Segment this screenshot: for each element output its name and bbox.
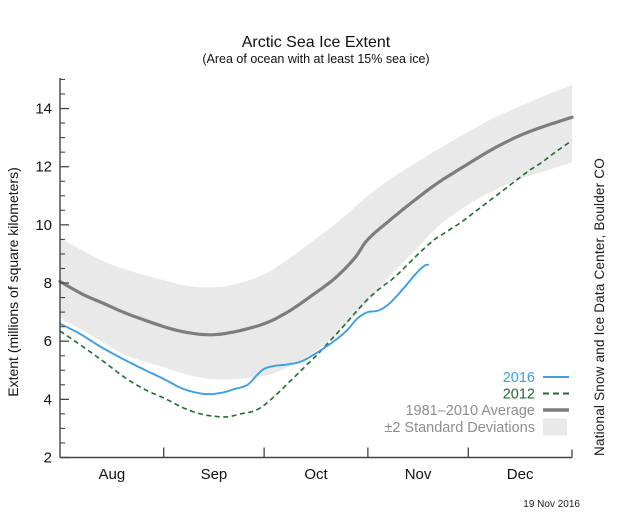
- nsidc-watermark: National Snow and Ice Data Center, Bould…: [592, 158, 607, 456]
- legend-label-2: 2012: [503, 387, 535, 403]
- y-tick-label: 12: [35, 159, 52, 176]
- y-tick-label: 2: [44, 450, 52, 467]
- y-axis-title: Extent (millions of square kilometers): [5, 167, 21, 397]
- legend-label-1: 2016: [503, 370, 535, 386]
- date-stamp: 19 Nov 2016: [523, 499, 580, 510]
- y-tick-label: 14: [35, 101, 52, 118]
- average-line: [58, 115, 574, 337]
- y-tick-label: 8: [44, 275, 52, 292]
- series-2016-line: [59, 263, 430, 396]
- y-tick-label: 10: [35, 217, 52, 234]
- x-month-label: Nov: [405, 466, 432, 483]
- axes: 2 4 6 8 10 12 14 Aug Sep Oct Nov Dec: [35, 78, 573, 483]
- y-tick-label: 4: [44, 391, 52, 408]
- legend-label-3: 1981–2010 Average: [405, 403, 535, 419]
- x-month-label: Sep: [201, 466, 228, 483]
- legend-label-4: ±2 Standard Deviations: [384, 420, 535, 436]
- chart-subtitle: (Area of ocean with at least 15% sea ice…: [202, 52, 429, 66]
- legend-band-swatch: [543, 418, 567, 436]
- x-month-label: Oct: [304, 466, 328, 483]
- series-2012-line: [59, 139, 573, 418]
- chart-title: Arctic Sea Ice Extent: [242, 34, 391, 51]
- std-dev-band: [60, 85, 572, 380]
- x-month-label: Dec: [507, 466, 534, 483]
- x-month-label: Aug: [99, 466, 126, 483]
- y-tick-label: 6: [44, 333, 52, 350]
